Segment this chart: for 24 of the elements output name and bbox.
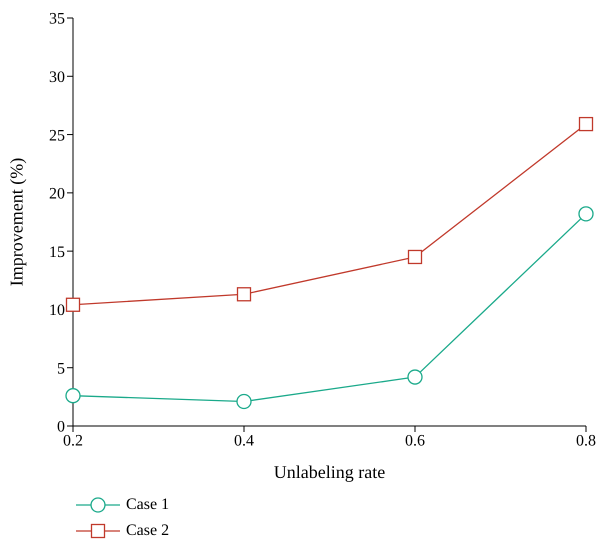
legend-label: Case 1 — [126, 496, 170, 514]
point — [236, 287, 252, 302]
point — [407, 369, 423, 385]
point — [408, 250, 422, 264]
point — [65, 388, 81, 404]
x-tick-label: 0.4 — [234, 432, 254, 450]
y-tick-label: 35 — [49, 10, 65, 28]
x-axis-title: Unlabeling rate — [274, 462, 386, 482]
y-tick-label: 15 — [49, 244, 65, 261]
y-axis-title: Improvement (%) — [6, 158, 26, 286]
x-tick-label: 0.8 — [576, 432, 596, 450]
point — [578, 206, 594, 222]
point — [578, 116, 594, 132]
x-tick-label: 0.6 — [405, 432, 425, 450]
point — [236, 394, 252, 410]
y-tick-label: 5 — [57, 360, 65, 378]
y-tick-label: 20 — [49, 186, 65, 203]
y-tick-label: 25 — [49, 127, 65, 144]
point — [66, 298, 80, 312]
x-tick-label: 0.2 — [63, 432, 83, 450]
y-tick-label: 30 — [49, 68, 65, 86]
legend-label: Case 2 — [126, 522, 170, 540]
y-tick-label: 0 — [57, 418, 65, 436]
y-tick-label: 10 — [49, 302, 65, 320]
